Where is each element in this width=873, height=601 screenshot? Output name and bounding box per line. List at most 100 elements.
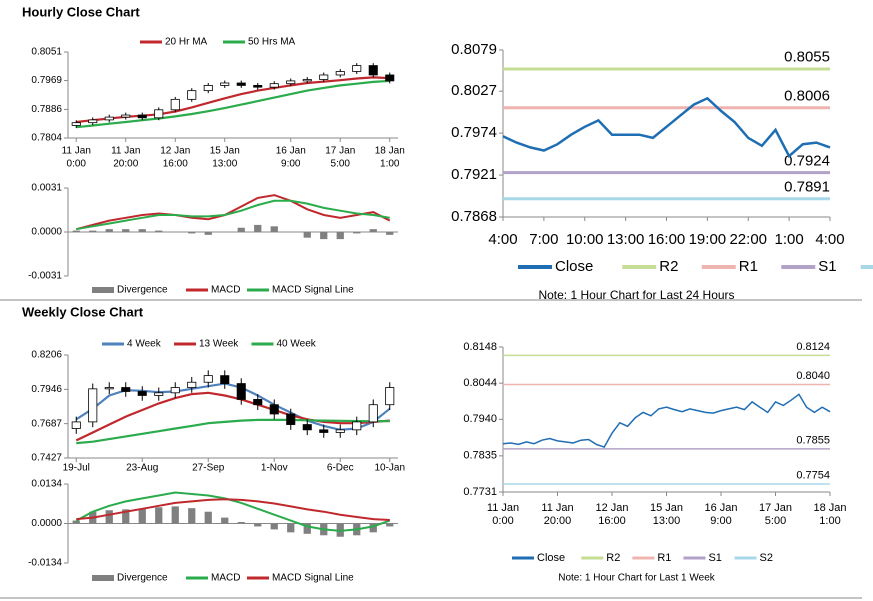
series-line — [75, 391, 390, 442]
divergence-bar — [122, 229, 130, 232]
candle-body — [302, 79, 312, 82]
divergence-bar — [171, 506, 179, 524]
level-label: 0.7754 — [796, 470, 830, 482]
x-tick-label: 0:00 — [492, 515, 513, 527]
x-tick-label: 27-Sep — [192, 463, 225, 474]
x-tick-label: 4:00 — [488, 231, 517, 248]
series-line — [76, 418, 390, 445]
y-tick-label: 0.8148 — [463, 341, 497, 353]
x-tick-label: 13:00 — [607, 231, 645, 248]
x-tick-label: 1:00 — [819, 515, 840, 527]
y-tick-label: 0.7940 — [463, 413, 497, 425]
candle-body — [236, 82, 246, 86]
divergence-bar — [254, 224, 262, 232]
level-label: 0.8006 — [784, 87, 830, 104]
divergence-bar — [188, 508, 196, 524]
legend-label: Divergence — [117, 285, 168, 296]
y-tick-label: 0.0134 — [31, 479, 62, 490]
candle-body — [269, 404, 279, 415]
candle-body — [253, 85, 263, 88]
x-tick-label: 11 Jan — [487, 502, 519, 514]
divergence-bar — [155, 507, 163, 524]
x-tick-label: 16:00 — [598, 515, 626, 527]
candle-body — [88, 388, 98, 423]
y-tick-label: 0.8051 — [31, 47, 62, 58]
x-tick-label: 22:00 — [729, 231, 767, 248]
candle-body — [335, 71, 345, 76]
y-tick-label: -0.0031 — [28, 271, 62, 282]
divergence-bar — [336, 232, 344, 240]
y-tick-label: 0.7687 — [31, 418, 62, 429]
divergence-bar — [320, 232, 328, 240]
candle-body — [368, 65, 378, 76]
candle-body — [302, 424, 312, 431]
divergence-bar — [138, 229, 146, 232]
y-tick-label: 0.7868 — [451, 208, 497, 225]
level-label: 0.7924 — [784, 152, 830, 169]
level-label: 0.8055 — [784, 49, 830, 66]
y-tick-label: 0.8027 — [451, 82, 497, 99]
candle-body — [253, 399, 263, 406]
series-line — [75, 491, 391, 532]
series-line — [502, 393, 831, 449]
y-tick-label: 0.8079 — [451, 41, 497, 58]
legend-label: S2 — [760, 552, 773, 564]
divergence-bar — [105, 229, 113, 232]
series-line — [76, 79, 390, 129]
series-line — [76, 199, 390, 231]
y-tick-label: 0.0000 — [31, 518, 62, 529]
level-label: 0.7855 — [796, 435, 830, 447]
x-tick-label: 1:00 — [380, 159, 400, 170]
divergence-bar — [89, 230, 97, 232]
divergence-bar — [105, 510, 113, 524]
legend-label: 13 Week — [199, 339, 239, 350]
candle-body — [170, 387, 180, 394]
divergence-bar — [386, 232, 394, 235]
x-tick-label: 19-Jul — [63, 463, 90, 474]
divergence-bar — [287, 523, 295, 533]
y-tick-label: 0.7969 — [31, 75, 62, 86]
candle-body — [269, 83, 279, 88]
x-tick-label: 13:00 — [212, 159, 237, 170]
x-tick-label: 0:00 — [67, 159, 87, 170]
candle-body — [137, 114, 147, 119]
candle-body — [286, 413, 296, 425]
candle-body — [319, 429, 329, 433]
x-tick-label: 7:00 — [529, 231, 558, 248]
x-tick-label: 20:00 — [113, 159, 138, 170]
x-tick-label: 5:00 — [765, 515, 786, 527]
level-label: 0.7891 — [784, 179, 830, 196]
legend-label: R1 — [739, 258, 758, 275]
divergence-bar — [155, 230, 163, 232]
x-tick-label: 11 Jan — [541, 502, 573, 514]
x-tick-label: 18 Jan — [813, 502, 846, 514]
y-tick-label: 0.0031 — [31, 183, 62, 194]
y-tick-label: 0.7974 — [451, 124, 497, 141]
y-tick-label: 0.7921 — [451, 166, 497, 183]
x-tick-label: 1-Nov — [261, 463, 288, 474]
candle-body — [385, 74, 395, 82]
divergence-bar — [72, 230, 80, 232]
candle-body — [220, 82, 230, 86]
x-tick-label: 12 Jan — [595, 502, 628, 514]
x-tick-label: 10-Jan — [374, 463, 405, 474]
candle-body — [286, 80, 296, 85]
candle-body — [137, 391, 147, 396]
x-tick-label: 20:00 — [544, 515, 572, 527]
candle-body — [236, 383, 246, 400]
divergence-bar — [237, 522, 245, 524]
divergence-bar — [353, 232, 361, 234]
x-tick-label: 23-Aug — [126, 463, 158, 474]
divergence-bar — [369, 229, 377, 232]
x-tick-label: 18 Jan — [375, 146, 405, 157]
legend-label: 20 Hr MA — [165, 37, 208, 48]
divergence-bar — [188, 232, 196, 234]
legend-label: Close — [537, 552, 565, 564]
candle-body — [335, 429, 345, 433]
note: Note: 1 Hour Chart for Last 24 Hours — [538, 288, 734, 302]
candle-body — [319, 74, 329, 80]
legend-label: R2 — [659, 258, 678, 275]
candle-body — [104, 387, 114, 390]
legend-label: MACD — [211, 285, 240, 296]
